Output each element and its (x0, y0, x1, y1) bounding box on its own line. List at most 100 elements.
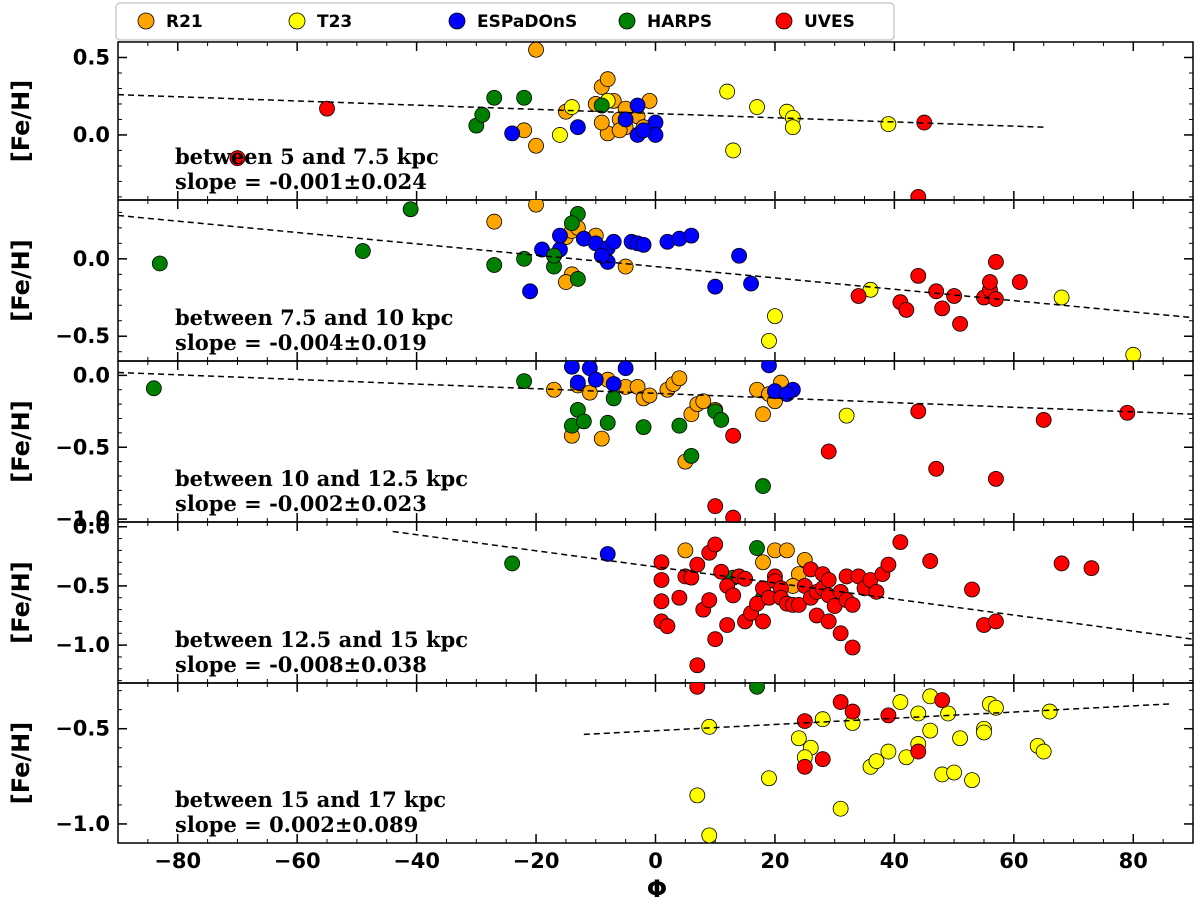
point-espadons (563, 361, 580, 375)
point-espadons (587, 371, 604, 388)
point-espadons (504, 125, 521, 142)
point-harps (354, 243, 371, 259)
point-t23 (761, 332, 777, 349)
fit-line (118, 93, 1044, 128)
point-uves (689, 556, 706, 573)
x-tick-label: 60 (999, 849, 1028, 873)
point-uves (1035, 412, 1052, 428)
point-uves (671, 589, 688, 606)
point-t23 (701, 718, 718, 735)
point-espadons (617, 361, 634, 377)
point-espadons (593, 247, 610, 264)
point-uves (844, 639, 861, 656)
annotation-range: between 15 and 17 kpc (175, 787, 446, 812)
point-uves (910, 267, 927, 284)
annotation-range: between 5 and 7.5 kpc (175, 144, 439, 169)
y-tick-label: −0.5 (55, 574, 110, 598)
point-espadons (731, 247, 748, 264)
point-r21 (617, 258, 634, 275)
point-harps (749, 540, 765, 556)
point-uves (713, 563, 730, 580)
point-t23 (790, 730, 807, 747)
point-uves (725, 587, 742, 604)
x-tick-label: −80 (154, 849, 201, 873)
y-axis-label: [Fe/H] (7, 722, 35, 805)
point-uves (683, 569, 700, 586)
legend-entry-r21: R21 (137, 12, 203, 32)
point-harps (516, 373, 533, 390)
point-uves (653, 572, 670, 588)
point-t23 (964, 772, 980, 789)
point-uves (755, 613, 771, 630)
point-espadons (522, 283, 538, 300)
y-axis-label: [Fe/H] (7, 239, 35, 322)
point-uves (988, 470, 1004, 487)
point-uves (910, 743, 927, 760)
legend-label-t23: T23 (317, 12, 352, 32)
point-t23 (976, 724, 992, 741)
point-uves (988, 613, 1004, 630)
y-axis-label: [Fe/H] (7, 561, 35, 644)
point-uves (988, 254, 1004, 270)
points (504, 534, 1100, 674)
point-t23 (910, 705, 927, 722)
annotation-slope: slope = -0.008±0.038 (175, 652, 427, 677)
point-harps (569, 271, 586, 287)
point-t23 (940, 705, 957, 722)
point-t23 (946, 764, 963, 781)
point-harps (145, 380, 162, 397)
point-uves (934, 300, 951, 317)
x-tick-label: 20 (760, 849, 789, 873)
annotation-range: between 12.5 and 15 kpc (175, 627, 468, 652)
legend-entry-uves: UVES (775, 12, 855, 32)
y-tick-label: −0.5 (55, 717, 110, 741)
point-r21 (755, 406, 771, 423)
point-espadons (629, 97, 646, 114)
point-uves (814, 751, 831, 768)
point-uves (844, 596, 861, 613)
point-harps (563, 215, 580, 232)
point-r21 (641, 387, 658, 404)
point-uves (1083, 560, 1100, 577)
point-t23 (552, 127, 568, 143)
points (689, 683, 1058, 843)
point-uves (719, 617, 736, 633)
point-uves (844, 703, 861, 720)
point-espadons (683, 227, 700, 244)
legend: R21 T23 ESPaDOnS HARPS UVES (115, 2, 895, 41)
point-uves (790, 596, 807, 613)
point-t23 (814, 711, 831, 728)
point-r21 (755, 554, 771, 571)
legend-frame (115, 2, 895, 41)
point-harps (516, 89, 533, 106)
point-t23 (701, 827, 718, 843)
point-harps (474, 106, 491, 123)
legend-label-harps: HARPS (647, 12, 712, 32)
panel-3: 0.0 −0.5 −1.0 [Fe/H] between 10 and 12.5 kpc… (7, 360, 1194, 531)
point-r21 (677, 542, 694, 559)
legend-marker-r21 (137, 12, 155, 30)
point-espadons (635, 236, 652, 253)
point-harps (486, 89, 503, 106)
point-harps (402, 201, 419, 218)
point-t23 (1053, 289, 1070, 306)
annotation-range: between 7.5 and 10 kpc (175, 305, 453, 330)
x-tick-label: 0 (648, 849, 663, 873)
point-uves (928, 460, 945, 477)
x-axis-label: Φ (647, 875, 667, 903)
point-harps (749, 683, 765, 695)
x-tick-label: 40 (880, 849, 909, 873)
legend-label-espadons: ESPaDOnS (477, 12, 577, 32)
point-harps (635, 419, 652, 436)
point-t23 (880, 116, 897, 132)
legend-marker-espadons (448, 12, 466, 30)
point-harps (486, 257, 503, 273)
point-uves (653, 593, 670, 610)
point-uves (820, 443, 837, 460)
point-espadons (605, 233, 622, 250)
points (145, 361, 1136, 522)
point-uves (1119, 404, 1136, 421)
point-uves (922, 553, 939, 569)
y-tick-label: 0.0 (73, 515, 110, 539)
